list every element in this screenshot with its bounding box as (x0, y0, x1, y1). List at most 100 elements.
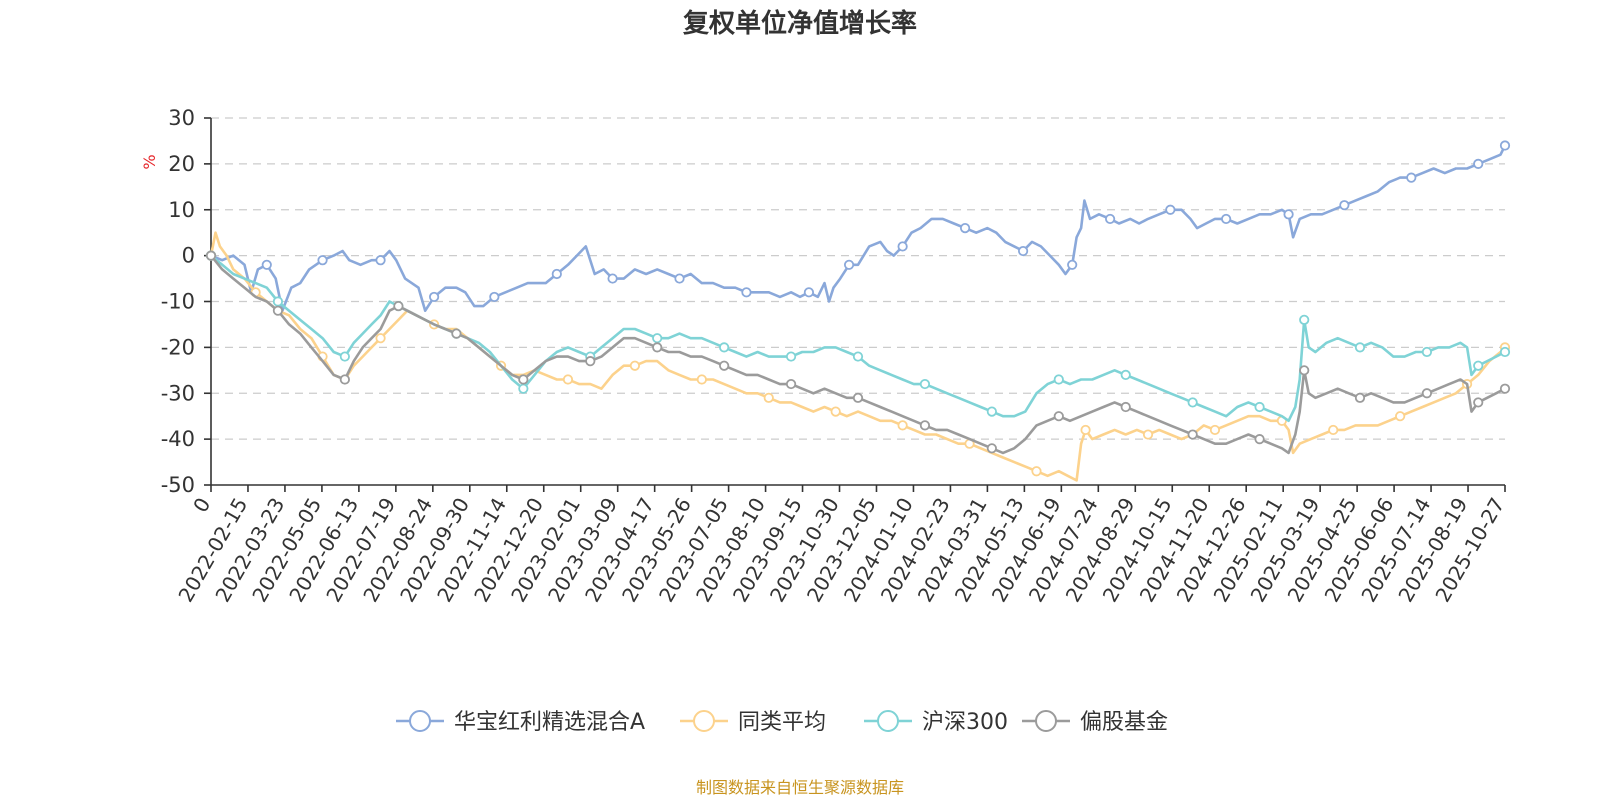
data-point[interactable] (1395, 411, 1406, 422)
data-point[interactable] (1339, 200, 1350, 211)
data-point[interactable] (629, 360, 640, 371)
data-point[interactable] (1017, 245, 1029, 257)
data-point[interactable] (551, 268, 562, 280)
data-point[interactable] (1165, 204, 1176, 215)
data-point[interactable] (852, 392, 864, 403)
y-tick-label: 0 (182, 244, 195, 268)
data-point[interactable] (1053, 411, 1064, 422)
series-group (205, 250, 1511, 455)
legend-marker (693, 710, 715, 732)
data-point[interactable] (272, 296, 284, 307)
data-point[interactable] (1209, 424, 1221, 436)
data-point[interactable] (1328, 424, 1339, 436)
data-point[interactable] (785, 351, 797, 362)
data-point[interactable] (339, 374, 350, 385)
data-point[interactable] (451, 328, 462, 339)
data-point[interactable] (339, 351, 350, 362)
data-point[interactable] (1406, 172, 1417, 183)
data-point[interactable] (719, 360, 730, 371)
data-point[interactable] (1187, 429, 1198, 440)
data-point[interactable] (1299, 365, 1310, 376)
data-point[interactable] (317, 255, 328, 266)
series-line (209, 231, 1506, 482)
y-tick-label: -50 (161, 473, 195, 497)
data-point[interactable] (919, 420, 931, 431)
data-point[interactable] (562, 374, 574, 385)
data-point[interactable] (1254, 401, 1265, 413)
data-point[interactable] (986, 406, 997, 417)
data-point[interactable] (585, 356, 596, 367)
data-point[interactable] (852, 351, 864, 362)
y-axis-unit: % (140, 154, 159, 169)
data-point[interactable] (1283, 209, 1294, 220)
data-point[interactable] (1120, 401, 1131, 413)
data-point[interactable] (1499, 346, 1511, 358)
data-point[interactable] (652, 342, 663, 353)
series-line (209, 254, 1506, 455)
data-point[interactable] (1031, 466, 1042, 477)
data-point[interactable] (1421, 346, 1433, 358)
legend: 华宝红利精选混合A 同类平均 沪深300 偏股基金 (396, 710, 1168, 735)
data-point[interactable] (843, 259, 855, 270)
data-point[interactable] (1354, 342, 1366, 353)
data-point[interactable] (1299, 314, 1310, 325)
data-point[interactable] (272, 305, 284, 316)
series-lines (205, 140, 1511, 482)
series-group (205, 231, 1511, 482)
data-point[interactable] (1421, 388, 1433, 399)
data-point[interactable] (1067, 259, 1078, 270)
legend-item[interactable]: 偏股基金 (1022, 710, 1168, 735)
y-tick-label: 30 (168, 106, 195, 130)
data-point[interactable] (1254, 434, 1265, 445)
legend-label: 沪深300 (922, 710, 1008, 735)
data-point[interactable] (518, 374, 529, 385)
data-point[interactable] (1499, 383, 1511, 394)
legend-item[interactable]: 沪深300 (864, 710, 1008, 735)
y-tick-label: 20 (168, 152, 195, 176)
data-point[interactable] (763, 392, 774, 403)
data-point[interactable] (897, 241, 908, 252)
data-point[interactable] (429, 291, 440, 303)
legend-item[interactable]: 华宝红利精选混合A (396, 710, 645, 735)
data-point[interactable] (1120, 369, 1131, 380)
data-point[interactable] (803, 287, 815, 298)
data-point[interactable] (830, 406, 841, 417)
data-point[interactable] (674, 273, 685, 284)
data-point[interactable] (1053, 374, 1064, 385)
data-point[interactable] (1354, 392, 1366, 403)
data-point[interactable] (261, 259, 272, 270)
data-point[interactable] (1473, 397, 1484, 408)
data-point[interactable] (1187, 397, 1198, 408)
series-group (205, 140, 1511, 313)
data-point[interactable] (518, 383, 529, 394)
y-tick-label: -30 (161, 381, 195, 405)
data-point[interactable] (1080, 424, 1091, 436)
data-point[interactable] (986, 443, 997, 454)
data-point[interactable] (393, 300, 404, 312)
data-point[interactable] (919, 378, 931, 390)
data-point[interactable] (375, 333, 386, 344)
data-point[interactable] (375, 255, 386, 266)
data-point[interactable] (1499, 140, 1511, 151)
data-point[interactable] (696, 374, 707, 385)
data-point[interactable] (959, 223, 971, 234)
data-point[interactable] (652, 333, 663, 344)
data-point[interactable] (489, 291, 500, 303)
data-point[interactable] (607, 273, 618, 284)
data-point[interactable] (1142, 429, 1154, 440)
data-point[interactable] (205, 250, 217, 261)
data-point[interactable] (1473, 158, 1484, 169)
data-point[interactable] (1105, 213, 1116, 225)
data-point[interactable] (1473, 360, 1484, 371)
y-tick-label: -20 (161, 335, 195, 359)
data-point[interactable] (785, 378, 797, 390)
y-tick-label: 10 (168, 198, 195, 222)
data-point[interactable] (1221, 213, 1232, 225)
series-line (210, 144, 1507, 313)
data-point[interactable] (719, 342, 730, 353)
x-tick-label: 0 (188, 494, 215, 517)
legend-label: 同类平均 (738, 710, 826, 735)
legend-item[interactable]: 同类平均 (680, 710, 826, 735)
data-point[interactable] (741, 287, 752, 298)
data-point[interactable] (897, 420, 908, 431)
